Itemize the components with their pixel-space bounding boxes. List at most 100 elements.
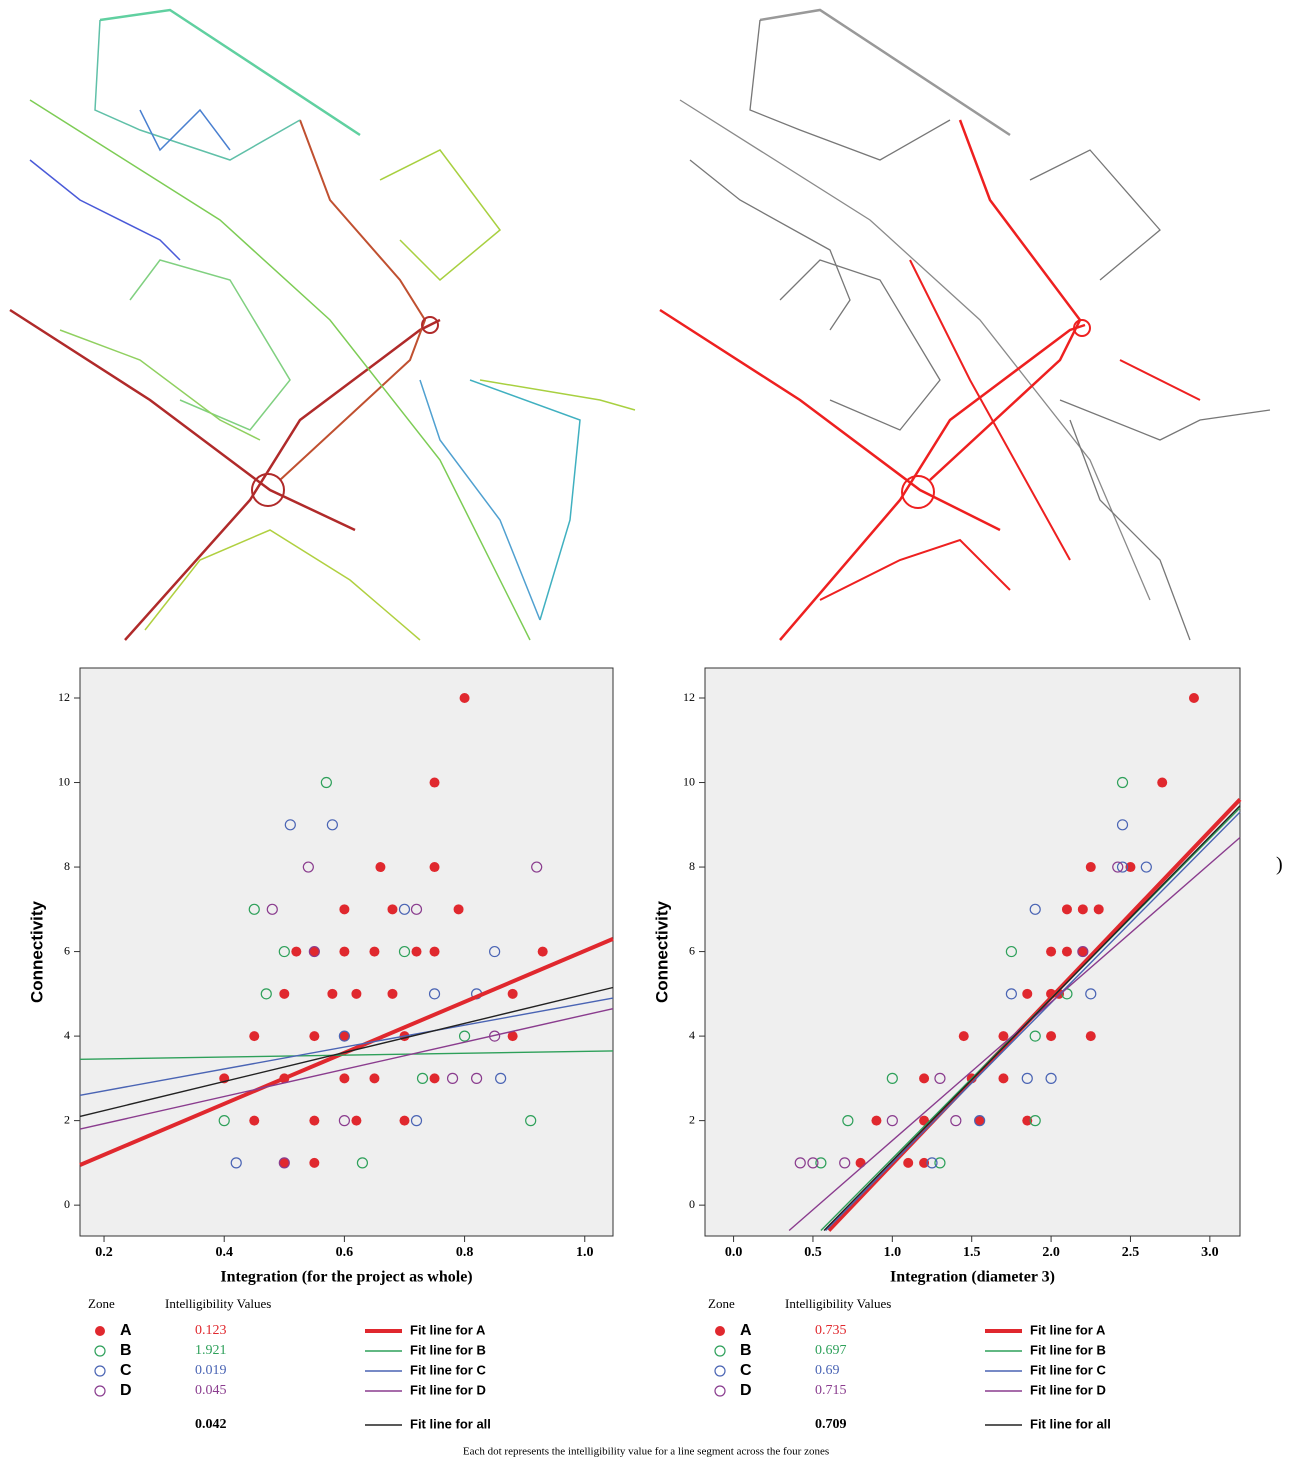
point xyxy=(839,1157,851,1169)
y-tick-label: 0 xyxy=(64,1197,70,1211)
fit-line xyxy=(825,811,1241,1231)
legend-line-label: Fit line for B xyxy=(1030,1342,1106,1357)
legend-line-label: Fit line for D xyxy=(1030,1382,1106,1397)
legend-line-label: Fit line for A xyxy=(410,1322,486,1337)
point xyxy=(459,693,470,704)
map-left xyxy=(9,8,636,641)
y-tick-label: 6 xyxy=(689,943,695,957)
x-axis-label: Integration (for the project as whole) xyxy=(220,1269,472,1286)
x-tick-label: 1.5 xyxy=(963,1245,981,1260)
point xyxy=(1116,861,1129,873)
point xyxy=(284,819,296,831)
y-tick-label: 2 xyxy=(689,1112,695,1126)
point xyxy=(351,1115,362,1126)
y-tick-label: 4 xyxy=(689,1028,695,1042)
point xyxy=(1061,904,1072,915)
point xyxy=(958,1031,969,1042)
point xyxy=(1125,862,1136,873)
legend-marker xyxy=(94,1385,106,1397)
caption: Each dot represents the intelligibility … xyxy=(463,1446,829,1458)
point xyxy=(1085,988,1097,1000)
all-value: 0.042 xyxy=(195,1417,227,1432)
point xyxy=(375,862,386,873)
point xyxy=(1116,819,1129,831)
point xyxy=(1077,946,1088,957)
legend-marker xyxy=(714,1345,726,1357)
point xyxy=(1157,777,1168,788)
point xyxy=(1005,988,1017,1000)
x-tick-label: 0.0 xyxy=(725,1245,743,1260)
fit-line xyxy=(788,836,1241,1232)
point xyxy=(399,1115,410,1126)
point xyxy=(1112,861,1124,873)
point xyxy=(339,1031,350,1042)
point xyxy=(974,1115,986,1127)
x-tick-label: 3.0 xyxy=(1201,1245,1219,1260)
point xyxy=(903,1157,914,1168)
point xyxy=(320,776,332,789)
point xyxy=(410,1115,423,1127)
point xyxy=(351,988,362,999)
intelligibility-value: 0.019 xyxy=(195,1363,227,1378)
values-title: Intelligibility Values xyxy=(165,1296,271,1311)
legend-marker xyxy=(715,1326,725,1336)
y-axis-label: Connectivity xyxy=(27,900,46,1003)
x-tick-label: 0.8 xyxy=(456,1245,474,1260)
point xyxy=(249,1031,260,1042)
point xyxy=(886,1115,898,1127)
legend-marker xyxy=(94,1365,106,1377)
point xyxy=(1085,862,1096,873)
point xyxy=(1061,946,1072,957)
legend-label: C xyxy=(740,1362,752,1379)
point xyxy=(470,1072,483,1084)
point xyxy=(886,1072,898,1084)
y-tick-label: 4 xyxy=(64,1028,70,1042)
legend-label: D xyxy=(120,1382,132,1399)
point xyxy=(1140,861,1152,873)
point xyxy=(842,1115,854,1127)
point xyxy=(249,1115,260,1126)
point xyxy=(416,1072,429,1084)
y-tick-label: 0 xyxy=(689,1197,695,1211)
x-tick-label: 1.0 xyxy=(884,1245,902,1260)
legend-title: Zone xyxy=(88,1296,115,1311)
point xyxy=(919,1157,930,1168)
point xyxy=(794,1157,806,1169)
point xyxy=(926,1157,938,1169)
point xyxy=(248,903,260,915)
point xyxy=(453,904,464,915)
point xyxy=(1046,1031,1057,1042)
point xyxy=(260,988,272,1000)
point xyxy=(507,1031,518,1042)
point xyxy=(934,1157,946,1169)
y-tick-label: 8 xyxy=(64,859,70,873)
point xyxy=(338,1115,350,1127)
point xyxy=(302,861,314,873)
legend-label: B xyxy=(120,1342,132,1359)
legend-label: C xyxy=(120,1362,132,1379)
point xyxy=(218,1115,230,1127)
x-tick-label: 0.6 xyxy=(336,1245,354,1260)
x-tick-label: 0.4 xyxy=(215,1245,233,1260)
point xyxy=(458,1030,471,1042)
y-tick-label: 12 xyxy=(683,690,695,704)
point xyxy=(279,1157,290,1168)
point xyxy=(1045,1072,1057,1084)
intelligibility-value: 0.735 xyxy=(815,1323,847,1338)
point xyxy=(855,1157,866,1168)
point xyxy=(1029,1115,1041,1127)
point xyxy=(446,1072,459,1084)
point xyxy=(1093,904,1104,915)
point xyxy=(278,1157,290,1169)
legend-marker xyxy=(95,1326,105,1336)
point xyxy=(309,1115,320,1126)
point xyxy=(327,988,338,999)
point xyxy=(429,946,440,957)
x-tick-label: 0.2 xyxy=(95,1245,113,1260)
point xyxy=(291,946,302,957)
legend-title: Zone xyxy=(708,1296,735,1311)
stray-paren: ) xyxy=(1276,854,1283,876)
point xyxy=(1188,693,1199,704)
point xyxy=(230,1157,242,1169)
point xyxy=(369,946,380,957)
